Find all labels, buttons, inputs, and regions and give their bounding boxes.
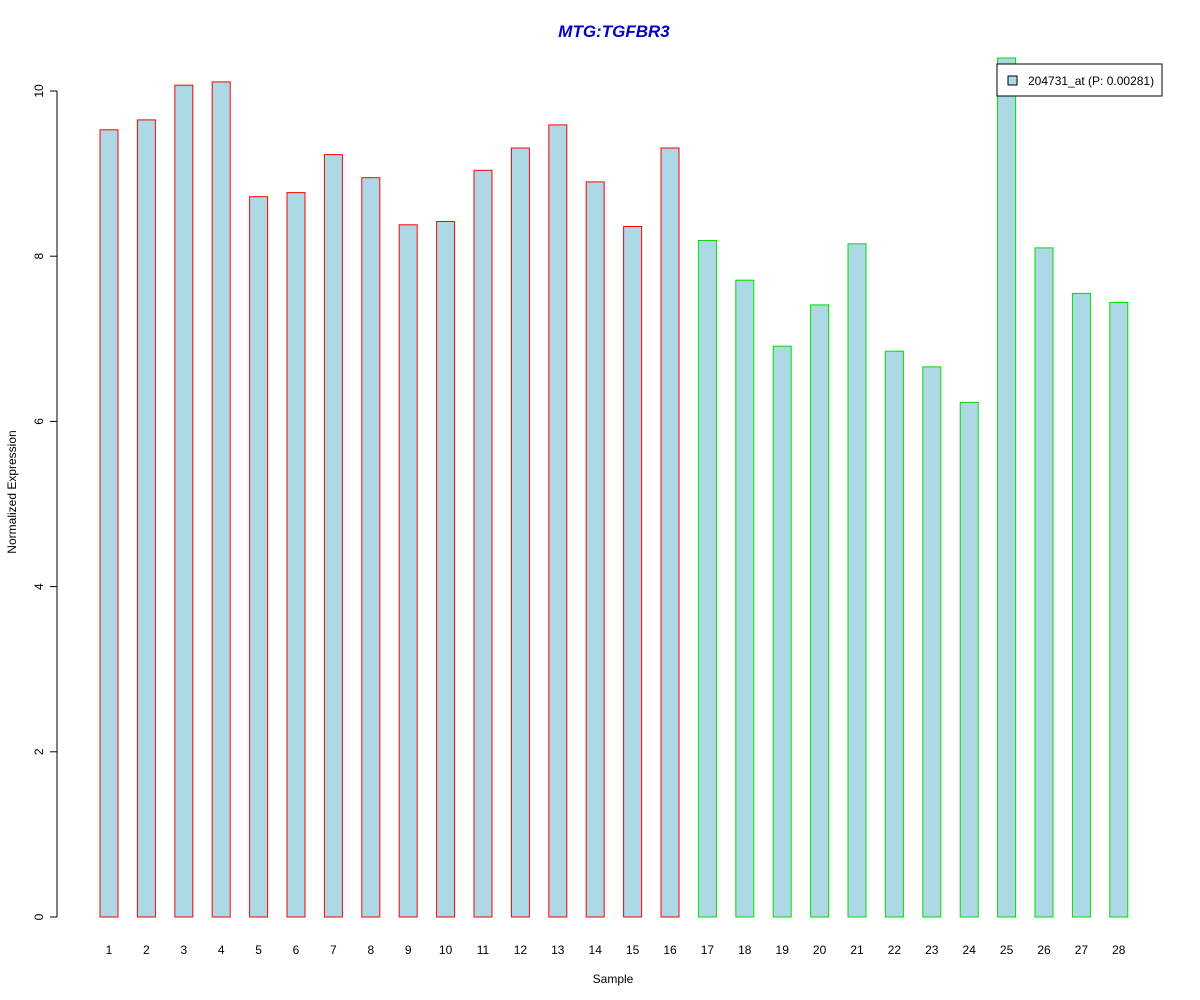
bar-sample-19	[772, 345, 792, 918]
x-tick-label: 1	[106, 943, 113, 957]
bar-sample-6	[286, 192, 306, 918]
bar-sample-2	[136, 119, 156, 918]
y-tick-label: 10	[32, 84, 46, 98]
bar-sample-1	[99, 129, 119, 918]
legend-label: 204731_at (P: 0.00281)	[1028, 74, 1154, 88]
x-tick-label: 21	[850, 943, 864, 957]
bar-sample-17	[697, 240, 717, 918]
x-tick-label: 15	[626, 943, 640, 957]
bar-sample-27	[1071, 292, 1091, 918]
y-axis: 0 2 4 6 8 10	[32, 84, 58, 920]
bar-sample-10	[436, 221, 456, 918]
x-tick-label: 12	[514, 943, 528, 957]
bar-sample-16	[660, 147, 680, 918]
y-tick-label: 4	[32, 583, 46, 590]
bar-sample-13	[548, 124, 568, 918]
x-tick-label: 5	[255, 943, 262, 957]
x-tick-label: 16	[663, 943, 677, 957]
x-tick-label: 13	[551, 943, 565, 957]
x-tick-label: 26	[1037, 943, 1051, 957]
bar-sample-8	[361, 177, 381, 918]
bar-sample-26	[1034, 247, 1054, 918]
y-tick-label: 0	[32, 913, 46, 920]
x-tick-label: 6	[293, 943, 300, 957]
x-tick-label: 10	[439, 943, 453, 957]
x-tick-label: 8	[367, 943, 374, 957]
legend-swatch	[1007, 75, 1018, 86]
bar-sample-5	[249, 196, 269, 918]
bar-sample-3	[174, 84, 194, 918]
bar-sample-7	[323, 154, 343, 918]
x-tick-label: 23	[925, 943, 939, 957]
bar-sample-24	[959, 401, 979, 918]
bar-sample-20	[810, 304, 830, 918]
bar-sample-14	[585, 181, 605, 918]
x-tick-label: 19	[776, 943, 790, 957]
x-tick-label: 27	[1075, 943, 1089, 957]
legend: 204731_at (P: 0.00281)	[996, 63, 1163, 97]
bar-sample-11	[473, 169, 493, 918]
bars	[99, 57, 1129, 918]
x-tick-label: 20	[813, 943, 827, 957]
x-tick-label: 18	[738, 943, 752, 957]
y-axis-label: Normalized Expression	[5, 430, 19, 553]
x-tick-label: 3	[180, 943, 187, 957]
x-tick-label: 24	[963, 943, 977, 957]
x-tick-labels: 1 2 3 4 5 6 7 8 9 10 11 12 13 14 15 16 17 18 19 20 21 22 23 24 2…	[106, 943, 1126, 957]
bar-sample-15	[623, 226, 643, 918]
bar-sample-18	[735, 279, 755, 918]
x-tick-label: 25	[1000, 943, 1014, 957]
bar-sample-9	[398, 224, 418, 918]
x-tick-label: 2	[143, 943, 150, 957]
x-tick-label: 17	[701, 943, 715, 957]
x-axis-label: Sample	[593, 972, 634, 986]
x-tick-label: 11	[477, 943, 490, 957]
bar-sample-21	[847, 243, 867, 918]
bar-sample-12	[510, 147, 530, 918]
x-tick-label: 14	[589, 943, 603, 957]
y-tick-label: 2	[32, 748, 46, 755]
x-tick-label: 9	[405, 943, 412, 957]
y-tick-label: 6	[32, 418, 46, 425]
x-tick-label: 7	[330, 943, 337, 957]
bar-sample-4	[211, 81, 231, 918]
bar-sample-28	[1109, 302, 1129, 918]
bar-sample-22	[884, 350, 904, 918]
legend-box	[996, 63, 1163, 97]
y-tick-label: 8	[32, 253, 46, 260]
x-tick-label: 4	[218, 943, 225, 957]
bar-sample-23	[922, 366, 942, 918]
bar-sample-25	[997, 57, 1017, 918]
x-tick-label: 22	[888, 943, 902, 957]
chart-title: MTG:TGFBR3	[558, 22, 670, 41]
x-tick-label: 28	[1112, 943, 1126, 957]
